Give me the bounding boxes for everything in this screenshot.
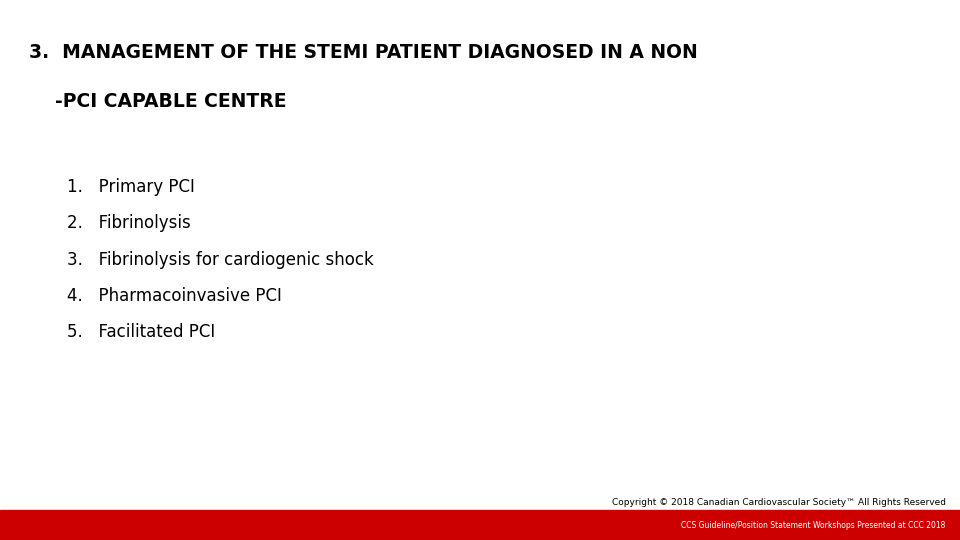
Bar bbox=[0, 510, 960, 540]
Text: 5.   Facilitated PCI: 5. Facilitated PCI bbox=[67, 323, 215, 341]
Text: 3.  MANAGEMENT OF THE STEMI PATIENT DIAGNOSED IN A NON: 3. MANAGEMENT OF THE STEMI PATIENT DIAGN… bbox=[29, 43, 698, 62]
Text: -PCI CAPABLE CENTRE: -PCI CAPABLE CENTRE bbox=[29, 92, 286, 111]
Text: Copyright © 2018 Canadian Cardiovascular Society™ All Rights Reserved: Copyright © 2018 Canadian Cardiovascular… bbox=[612, 497, 946, 507]
Text: CCS Guideline/Position Statement Workshops Presented at CCC 2018: CCS Guideline/Position Statement Worksho… bbox=[682, 521, 946, 530]
Text: 1.   Primary PCI: 1. Primary PCI bbox=[67, 178, 195, 196]
Text: 2.   Fibrinolysis: 2. Fibrinolysis bbox=[67, 214, 191, 232]
Text: 3.   Fibrinolysis for cardiogenic shock: 3. Fibrinolysis for cardiogenic shock bbox=[67, 251, 374, 268]
Text: 4.   Pharmacoinvasive PCI: 4. Pharmacoinvasive PCI bbox=[67, 287, 282, 305]
